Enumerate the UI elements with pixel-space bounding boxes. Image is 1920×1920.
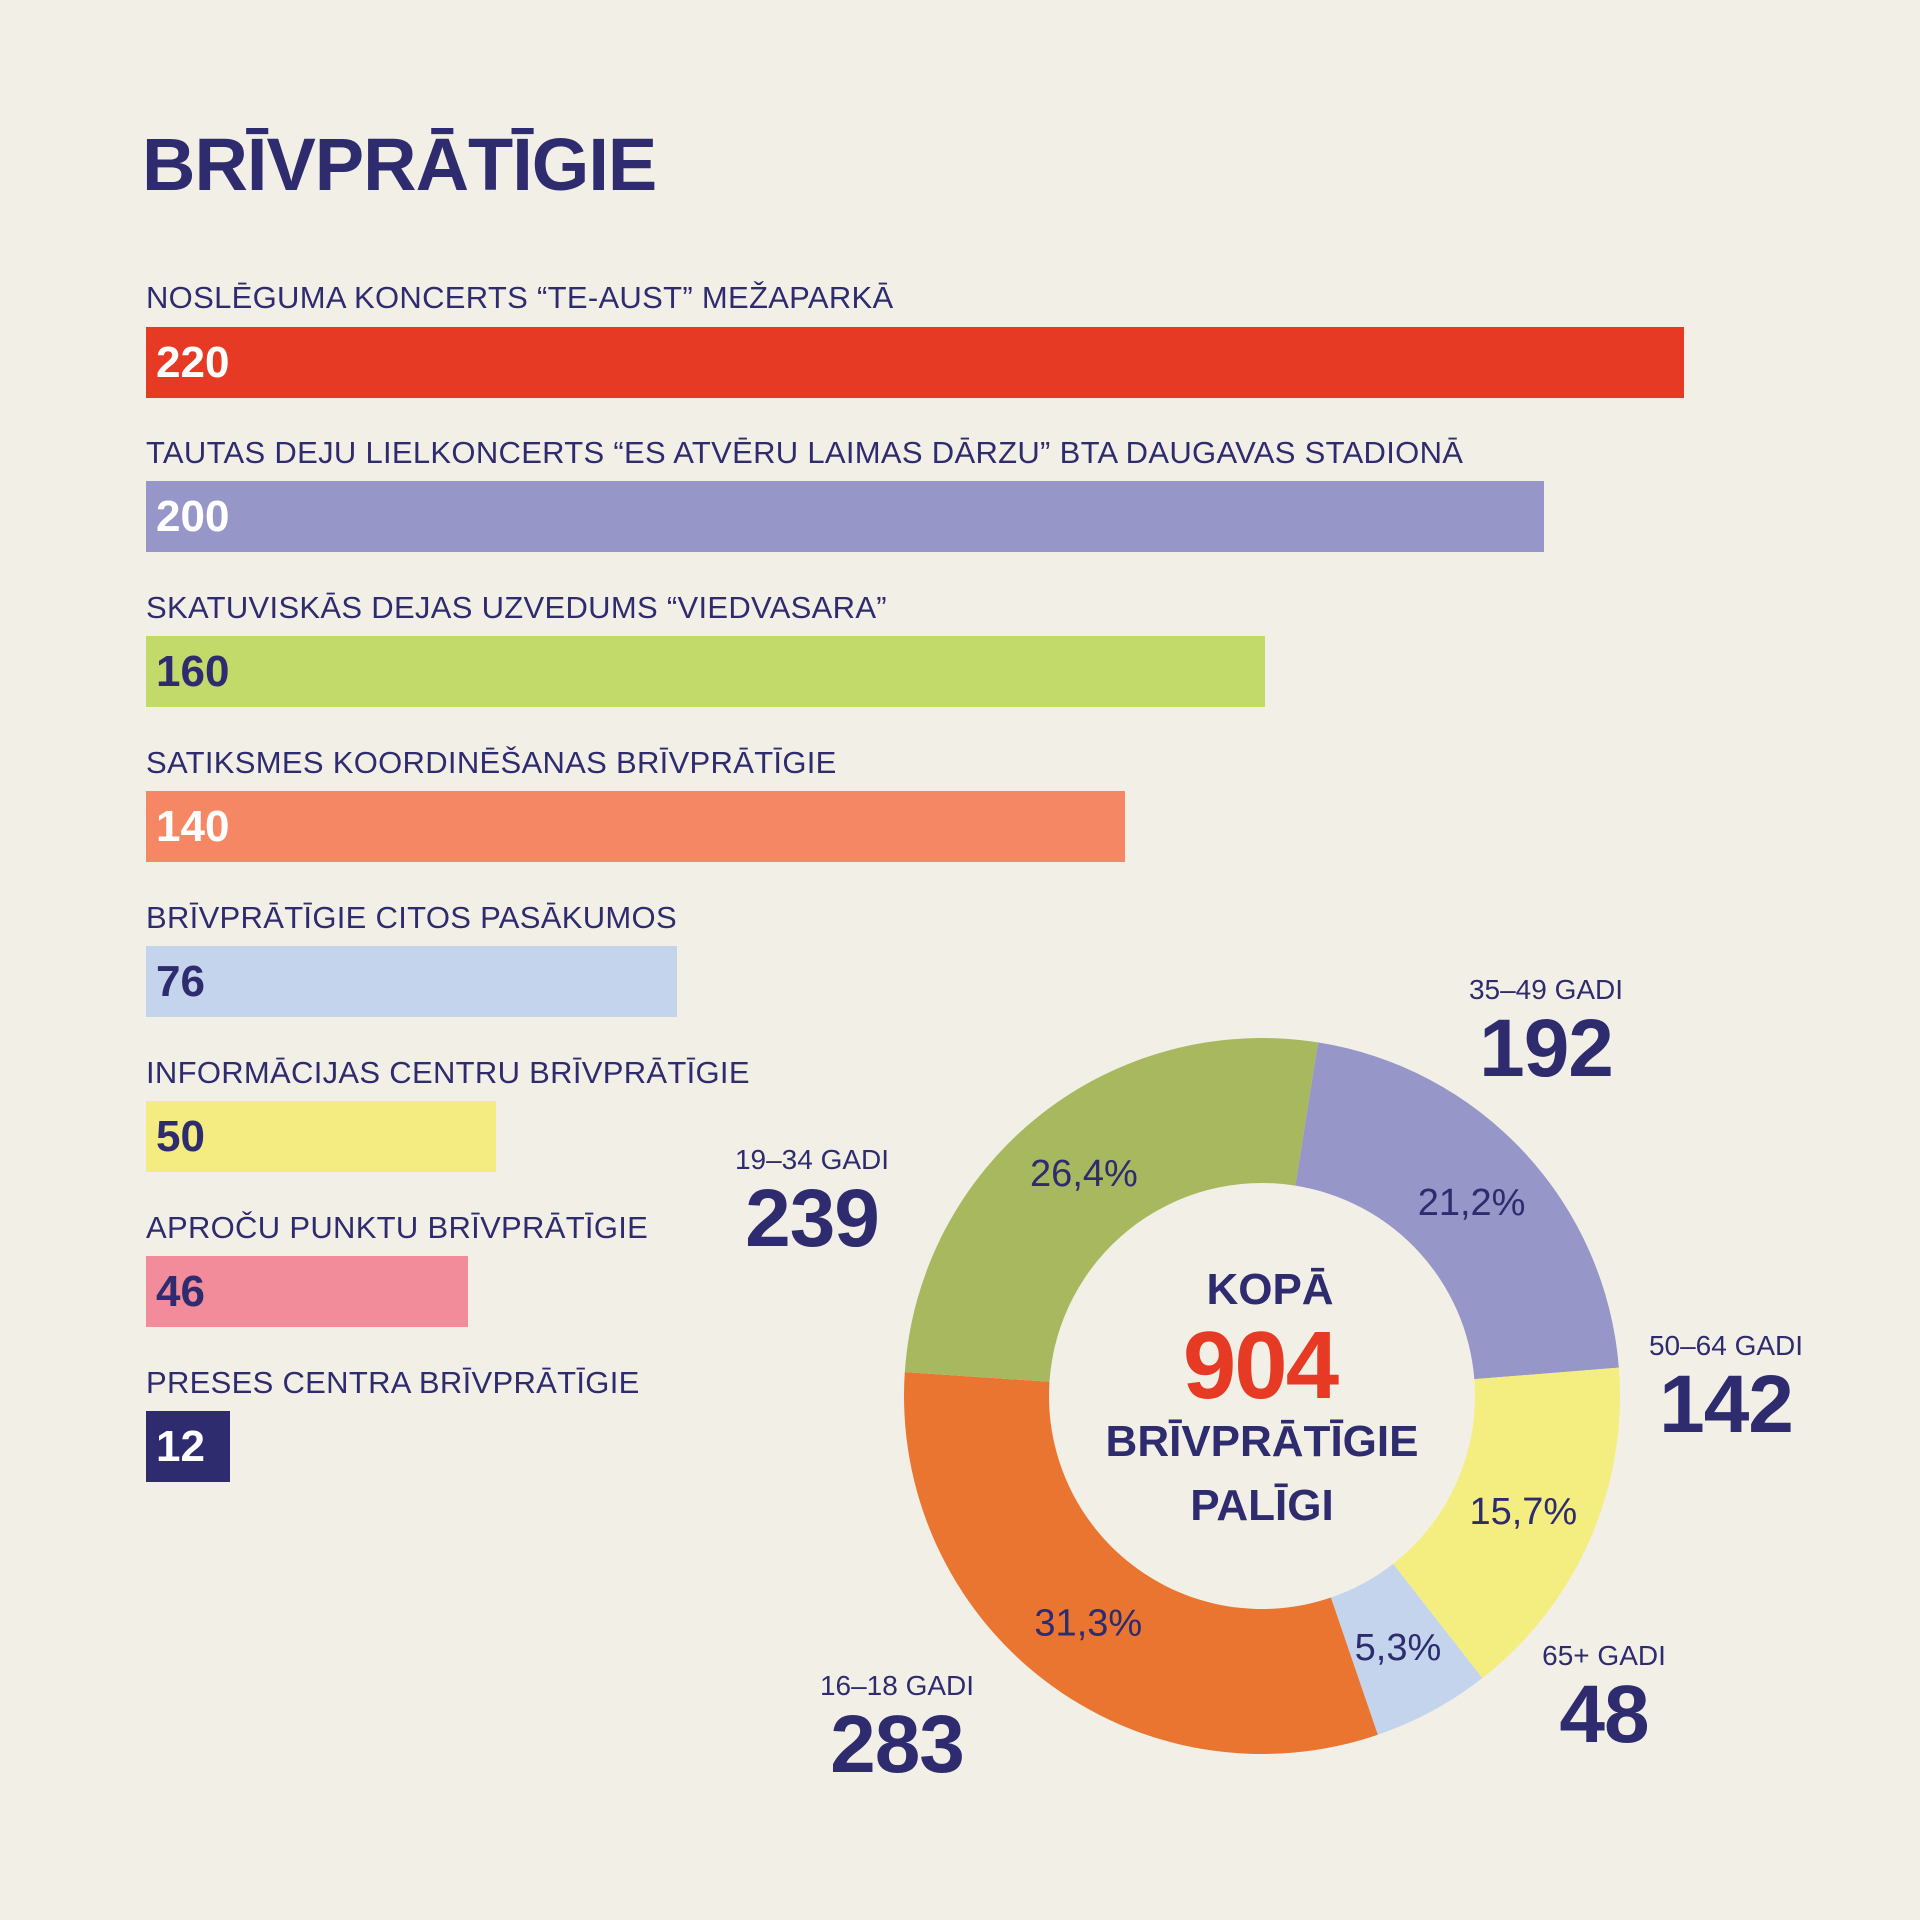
- segment-label: 19–34 GADI 239: [735, 1146, 889, 1260]
- segment-label: 16–18 GADI 283: [820, 1672, 974, 1786]
- slice-percent-label: 21,2%: [1418, 1182, 1526, 1224]
- bar-value: 220: [156, 337, 230, 387]
- center-label-kopa: KOPĀ: [1206, 1265, 1334, 1314]
- segment-label: 35–49 GADI 192: [1469, 976, 1623, 1090]
- bar-label: NOSLĒGUMA KONCERTS “TE-AUST” MEŽAPARKĀ: [146, 280, 894, 315]
- slice-percent-label: 15,7%: [1469, 1491, 1577, 1533]
- center-total: 904: [1182, 1312, 1339, 1419]
- segment-label: 50–64 GADI 142: [1649, 1332, 1803, 1446]
- bar-value: 76: [156, 956, 205, 1006]
- donut-slice: [1295, 1042, 1619, 1380]
- bar-value: 50: [156, 1111, 205, 1161]
- segment-count: 48: [1559, 1669, 1649, 1760]
- donut-slice: [1393, 1367, 1620, 1679]
- segment-age-group: 50–64 GADI: [1648, 1330, 1804, 1361]
- segment-age-group: 16–18 GADI: [819, 1670, 975, 1701]
- bar-label: SATIKSMES KOORDINĒŠANAS BRĪVPRĀTĪGIE: [146, 745, 837, 780]
- bar-value: 140: [156, 801, 230, 851]
- segment-count: 192: [1479, 1003, 1614, 1094]
- bar: 220: [146, 327, 1684, 398]
- slice-percent-label: 5,3%: [1355, 1627, 1442, 1669]
- center-label-brivpratigie: BRĪVPRĀTĪGIE: [1105, 1417, 1419, 1466]
- bar: 50: [146, 1101, 496, 1172]
- bar-value: 12: [156, 1421, 205, 1471]
- bar: 200: [146, 481, 1544, 552]
- bar: 160: [146, 636, 1265, 707]
- segment-count: 142: [1659, 1359, 1794, 1450]
- bar-label: PRESES CENTRA BRĪVPRĀTĪGIE: [146, 1365, 640, 1400]
- donut-slice: [1330, 1563, 1483, 1735]
- bar-label: TAUTAS DEJU LIELKONCERTS “ES ATVĒRU LAIM…: [146, 435, 1464, 470]
- bar: 140: [146, 791, 1125, 862]
- bar-value: 46: [156, 1266, 205, 1316]
- donut-slice: [904, 1038, 1319, 1382]
- center-label-paligi: PALĪGI: [1190, 1481, 1334, 1530]
- segment-age-group: 35–49 GADI: [1468, 974, 1624, 1005]
- bar-label: BRĪVPRĀTĪGIE CITOS PASĀKUMOS: [146, 900, 677, 935]
- segment-count: 239: [745, 1173, 880, 1264]
- bar: 46: [146, 1256, 468, 1327]
- segment-count: 283: [830, 1699, 965, 1790]
- segment-label: 65+ GADI 48: [1542, 1642, 1666, 1756]
- donut-slice: [904, 1372, 1378, 1755]
- bar-label: INFORMĀCIJAS CENTRU BRĪVPRĀTĪGIE: [146, 1055, 750, 1090]
- bar: 76: [146, 946, 677, 1017]
- segment-age-group: 65+ GADI: [1542, 1640, 1666, 1671]
- page-title: BRĪVPRĀTĪGIE: [142, 123, 657, 206]
- bar: 12: [146, 1411, 230, 1482]
- bar-label: SKATUVISKĀS DEJAS UZVEDUMS “VIEDVASARA”: [146, 590, 887, 625]
- slice-percent-label: 26,4%: [1030, 1153, 1138, 1195]
- bar-value: 160: [156, 646, 230, 696]
- slice-percent-label: 31,3%: [1034, 1603, 1142, 1645]
- segment-age-group: 19–34 GADI: [734, 1144, 890, 1175]
- bar-value: 200: [156, 491, 230, 541]
- bar-label: APROČU PUNKTU BRĪVPRĀTĪGIE: [146, 1210, 649, 1245]
